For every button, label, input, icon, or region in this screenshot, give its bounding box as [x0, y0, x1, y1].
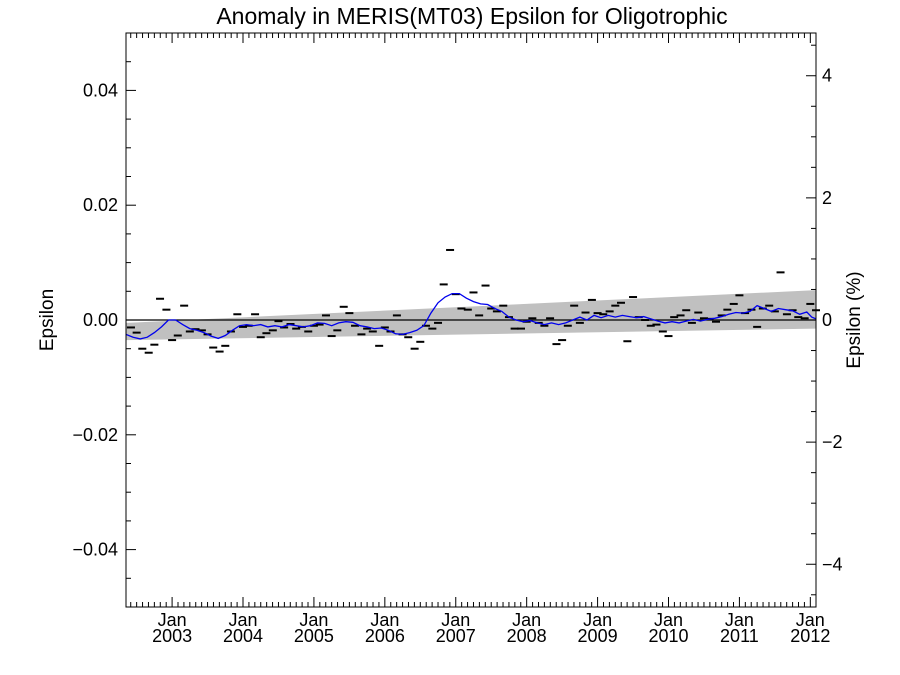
- x-tick-label-year: 2012: [790, 626, 830, 646]
- x-tick-label-month: Jan: [158, 610, 187, 630]
- x-tick-label-month: Jan: [370, 610, 399, 630]
- x-tick-label-month: Jan: [512, 610, 541, 630]
- y-axis-label-right: Epsilon (%): [844, 271, 865, 368]
- x-tick-label-month: Jan: [654, 610, 683, 630]
- y-tick-label: 0.00: [83, 310, 118, 330]
- tick-labels-layer: 0.040.020.00−0.02−0.04420−2−4Jan2003Jan2…: [72, 66, 842, 646]
- x-tick-label-year: 2006: [365, 626, 405, 646]
- y-tick-label-right: −4: [822, 554, 843, 574]
- x-tick-label-year: 2011: [720, 626, 759, 646]
- chart-title: Anomaly in MERIS(MT03) Epsilon for Oligo…: [216, 3, 727, 29]
- y-tick-label-right: 4: [822, 66, 832, 86]
- x-tick-label-month: Jan: [299, 610, 328, 630]
- x-tick-label-year: 2008: [507, 626, 547, 646]
- y-tick-label-right: 0: [822, 310, 832, 330]
- x-tick-label-month: Jan: [441, 610, 470, 630]
- x-tick-label-month: Jan: [796, 610, 825, 630]
- y-tick-label: 0.02: [83, 195, 118, 215]
- y-tick-label-right: −2: [822, 432, 843, 452]
- x-tick-label-year: 2010: [648, 626, 688, 646]
- y-tick-label: −0.04: [72, 540, 118, 560]
- x-tick-label-month: Jan: [725, 610, 754, 630]
- ticks-layer: [126, 32, 816, 608]
- x-tick-label-year: 2004: [223, 626, 263, 646]
- x-tick-label-month: Jan: [583, 610, 612, 630]
- x-tick-label-year: 2005: [294, 626, 334, 646]
- x-tick-label-month: Jan: [228, 610, 257, 630]
- x-tick-label-year: 2009: [578, 626, 618, 646]
- y-axis-label: Epsilon: [37, 289, 58, 351]
- y-tick-label-right: 2: [822, 188, 832, 208]
- x-tick-label-year: 2003: [152, 626, 192, 646]
- y-tick-label: 0.04: [83, 80, 118, 100]
- x-tick-label-year: 2007: [436, 626, 476, 646]
- smoothed-series-line: [125, 292, 817, 340]
- y-tick-label: −0.02: [72, 425, 118, 445]
